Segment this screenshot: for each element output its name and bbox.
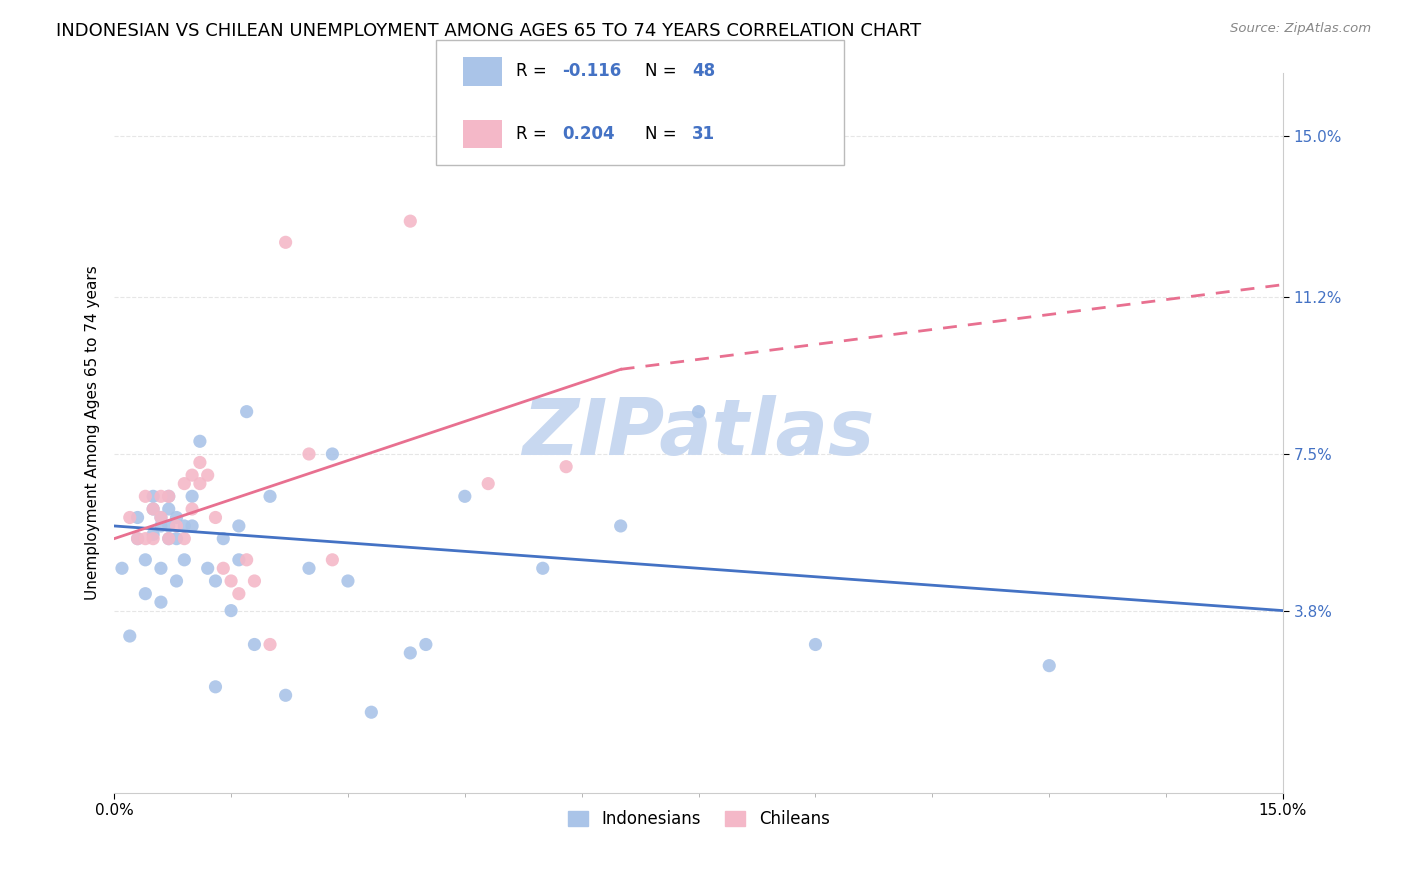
Point <box>197 468 219 483</box>
Point <box>454 489 477 503</box>
Point <box>235 404 257 418</box>
Point <box>298 561 321 575</box>
Text: N =: N = <box>645 125 682 143</box>
Point <box>228 587 250 601</box>
Point <box>166 574 188 588</box>
Point <box>609 519 631 533</box>
Point <box>142 532 165 546</box>
Text: 31: 31 <box>692 125 714 143</box>
Text: N =: N = <box>645 62 682 80</box>
Point <box>243 574 266 588</box>
Point <box>274 235 297 250</box>
Point <box>531 561 554 575</box>
Point <box>188 476 211 491</box>
Point <box>149 510 172 524</box>
Point <box>804 638 827 652</box>
Text: INDONESIAN VS CHILEAN UNEMPLOYMENT AMONG AGES 65 TO 74 YEARS CORRELATION CHART: INDONESIAN VS CHILEAN UNEMPLOYMENT AMONG… <box>56 22 921 40</box>
Point <box>127 532 149 546</box>
Point <box>259 638 281 652</box>
Y-axis label: Unemployment Among Ages 65 to 74 years: Unemployment Among Ages 65 to 74 years <box>86 266 100 600</box>
Point <box>127 532 149 546</box>
Point <box>336 574 359 588</box>
Point <box>1038 658 1060 673</box>
Legend: Indonesians, Chileans: Indonesians, Chileans <box>561 804 837 835</box>
Point <box>415 638 437 652</box>
Point <box>157 489 180 503</box>
Point <box>166 519 188 533</box>
Point <box>142 527 165 541</box>
Point <box>134 553 156 567</box>
Point <box>142 502 165 516</box>
Point <box>274 688 297 702</box>
Point <box>111 561 134 575</box>
Point <box>360 705 382 719</box>
Point <box>134 532 156 546</box>
Point <box>149 489 172 503</box>
Text: ZIPatlas: ZIPatlas <box>523 395 875 471</box>
Point <box>157 489 180 503</box>
Point <box>219 604 242 618</box>
Point <box>157 519 180 533</box>
Point <box>181 489 204 503</box>
Text: R =: R = <box>516 125 553 143</box>
Point <box>157 532 180 546</box>
Point <box>688 404 710 418</box>
Point <box>477 476 499 491</box>
Point <box>173 532 195 546</box>
Point <box>118 629 141 643</box>
Point <box>173 476 195 491</box>
Point <box>181 519 204 533</box>
Point <box>298 447 321 461</box>
Text: 0.204: 0.204 <box>562 125 614 143</box>
Point <box>204 574 226 588</box>
Point <box>142 502 165 516</box>
Point <box>166 532 188 546</box>
Point <box>259 489 281 503</box>
Point <box>118 510 141 524</box>
Point <box>212 532 235 546</box>
Point <box>166 510 188 524</box>
Point <box>219 574 242 588</box>
Point <box>399 214 422 228</box>
Point <box>134 489 156 503</box>
Point <box>321 447 343 461</box>
Point <box>321 553 343 567</box>
Point <box>127 510 149 524</box>
Point <box>142 489 165 503</box>
Point <box>149 519 172 533</box>
Text: -0.116: -0.116 <box>562 62 621 80</box>
Point <box>204 510 226 524</box>
Point <box>157 502 180 516</box>
Point <box>235 553 257 567</box>
Point <box>149 595 172 609</box>
Text: Source: ZipAtlas.com: Source: ZipAtlas.com <box>1230 22 1371 36</box>
Point <box>149 561 172 575</box>
Point <box>173 519 195 533</box>
Point <box>197 561 219 575</box>
Point <box>188 434 211 449</box>
Point <box>204 680 226 694</box>
Point <box>181 468 204 483</box>
Point <box>157 532 180 546</box>
Point <box>228 553 250 567</box>
Point <box>399 646 422 660</box>
Point <box>212 561 235 575</box>
Point <box>228 519 250 533</box>
Point <box>181 502 204 516</box>
Point <box>188 455 211 469</box>
Point <box>555 459 578 474</box>
Text: 48: 48 <box>692 62 714 80</box>
Point <box>243 638 266 652</box>
Text: R =: R = <box>516 62 553 80</box>
Point <box>173 553 195 567</box>
Point <box>149 510 172 524</box>
Point <box>134 587 156 601</box>
